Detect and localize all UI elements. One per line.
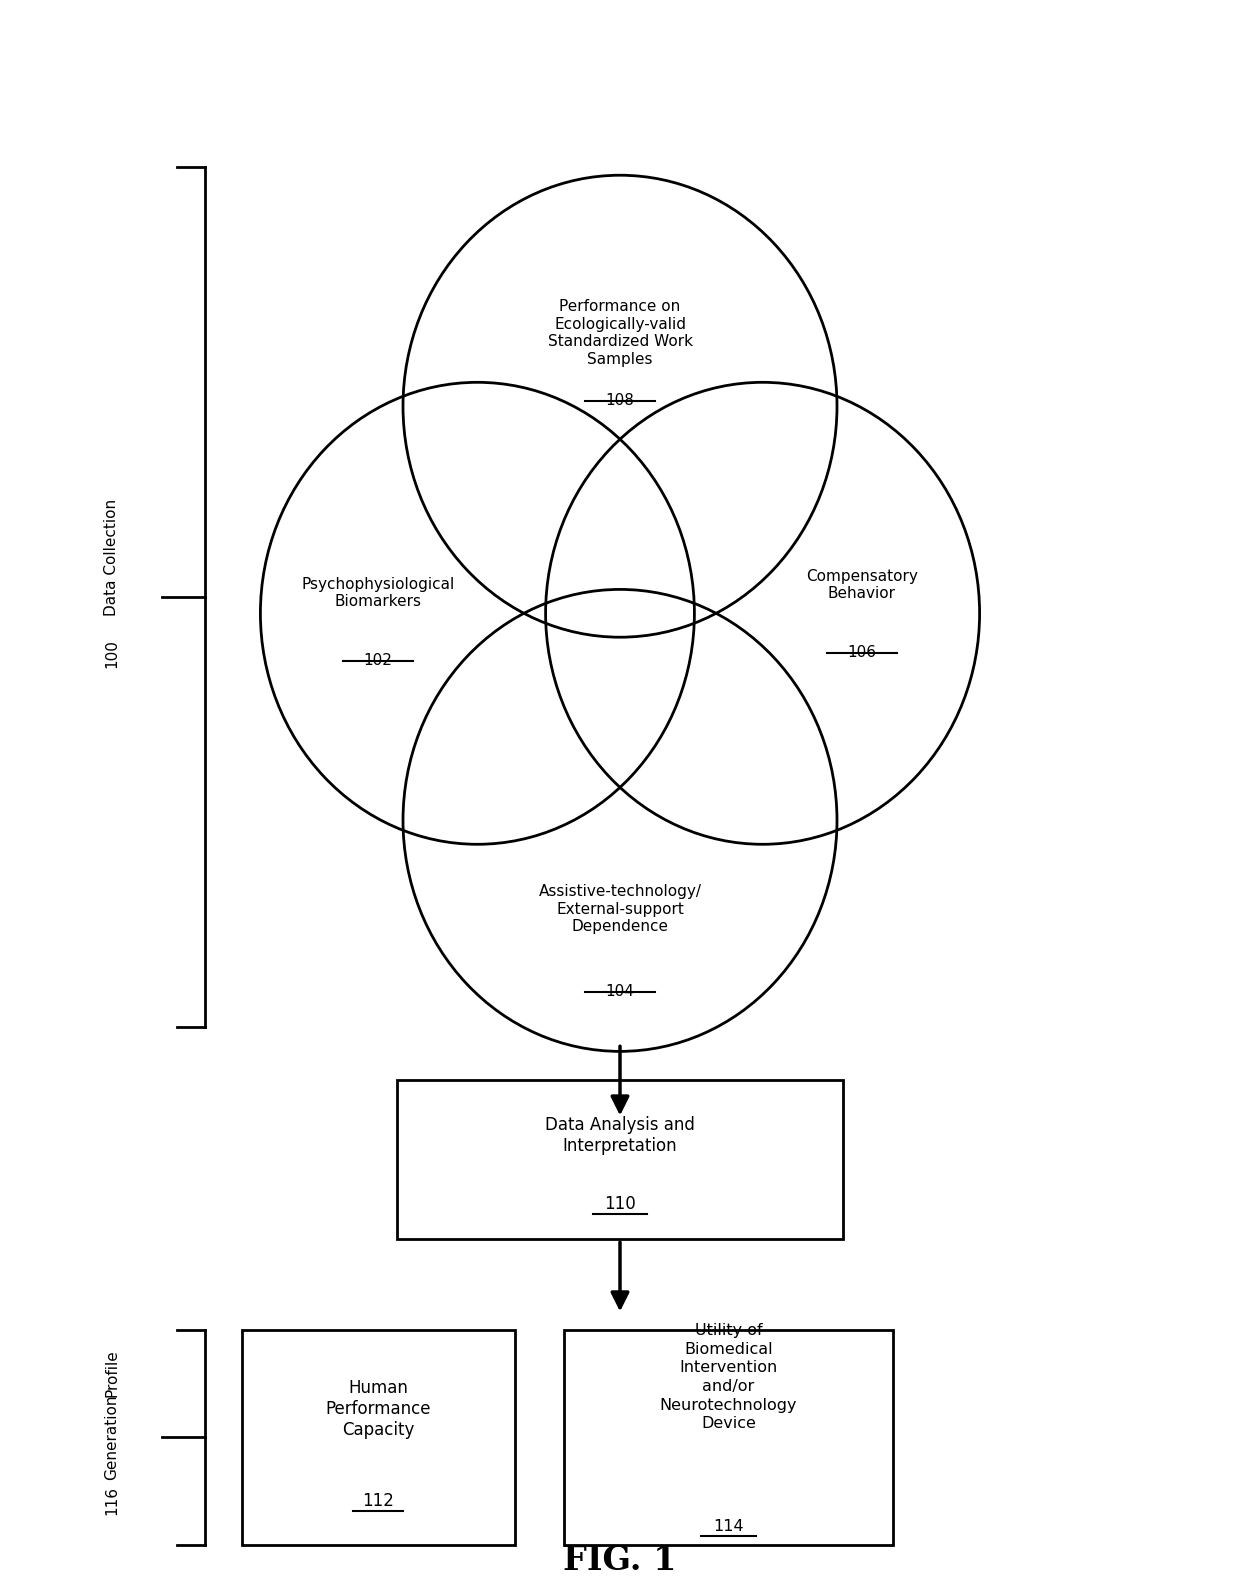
FancyBboxPatch shape [397, 1080, 843, 1239]
Text: Performance on
Ecologically-valid
Standardized Work
Samples: Performance on Ecologically-valid Standa… [548, 299, 692, 366]
Text: Assistive-technology/
External-support
Dependence: Assistive-technology/ External-support D… [538, 884, 702, 933]
Text: 114: 114 [713, 1520, 744, 1534]
Text: 106: 106 [847, 645, 877, 660]
FancyBboxPatch shape [564, 1330, 893, 1545]
Text: 108: 108 [605, 393, 635, 408]
Text: 110: 110 [604, 1195, 636, 1214]
Text: Data Collection: Data Collection [104, 499, 119, 616]
Text: 104: 104 [605, 984, 635, 999]
Text: Compensatory
Behavior: Compensatory Behavior [806, 569, 918, 601]
Text: Psychophysiological
Biomarkers: Psychophysiological Biomarkers [301, 577, 455, 609]
FancyBboxPatch shape [242, 1330, 515, 1545]
Text: Generation: Generation [104, 1394, 119, 1480]
Text: FIG. 1: FIG. 1 [563, 1544, 677, 1577]
Text: 100: 100 [104, 639, 119, 667]
Text: Profile: Profile [104, 1349, 119, 1397]
Text: 116: 116 [104, 1486, 119, 1515]
Text: 102: 102 [363, 653, 393, 667]
Text: Utility of
Biomedical
Intervention
and/or
Neurotechnology
Device: Utility of Biomedical Intervention and/o… [660, 1324, 797, 1431]
Text: Human
Performance
Capacity: Human Performance Capacity [325, 1380, 432, 1438]
Text: Data Analysis and
Interpretation: Data Analysis and Interpretation [546, 1117, 694, 1155]
Text: 112: 112 [362, 1493, 394, 1510]
